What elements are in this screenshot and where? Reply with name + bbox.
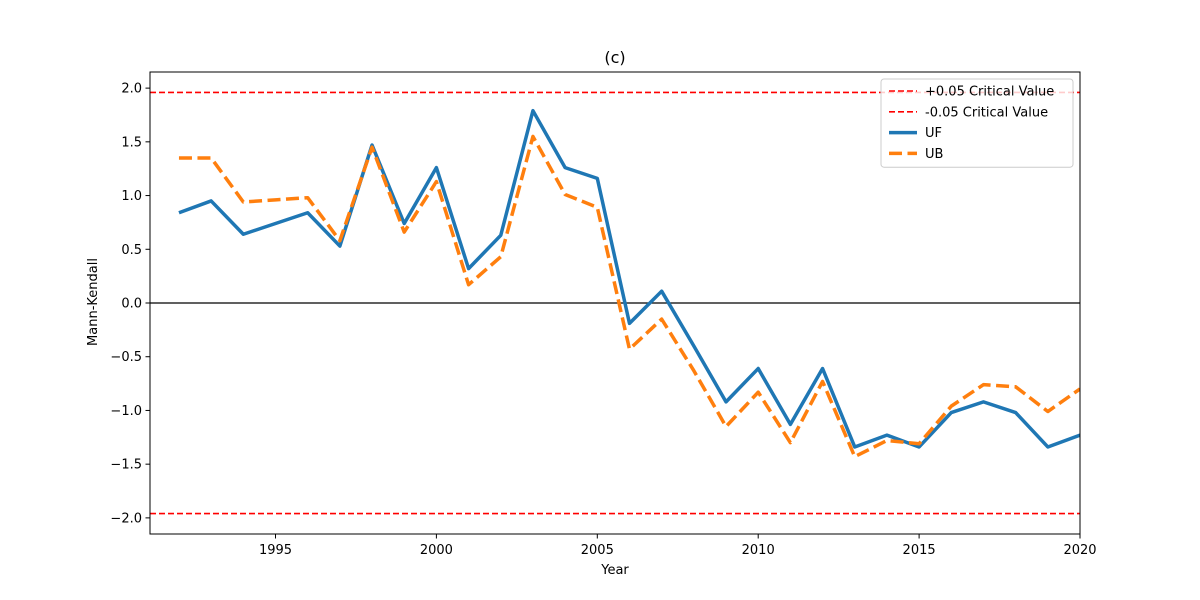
y-tick-label: 2.0 [121, 82, 142, 97]
y-tick-label: 0.5 [121, 243, 142, 258]
series-line-uf [178, 108, 1080, 449]
x-tick-label: 1995 [259, 543, 292, 558]
legend-label: +0.05 Critical Value [925, 85, 1054, 100]
y-axis-label: Mann-Kendall [86, 258, 101, 346]
y-tick-label: −0.5 [110, 350, 142, 365]
y-tick-label: 1.5 [121, 135, 142, 150]
y-tick-label: −2.0 [110, 511, 142, 526]
y-tick-label: −1.5 [110, 458, 142, 473]
legend-box [880, 78, 1074, 168]
y-tick-label: −1.0 [110, 404, 142, 419]
axes: 1995 2000 2005 2010 2015 2020 −2.0 −1.5 −1.0 −0.5… [110, 71, 1097, 558]
legend-label: UF [925, 126, 942, 141]
x-tick-label: 2015 [903, 543, 936, 558]
x-tick-label: 2010 [742, 543, 775, 558]
y-tick-label: 1.0 [121, 189, 142, 204]
legend-label: UB [925, 147, 943, 162]
x-tick-label: 2000 [420, 543, 453, 558]
series-line-ub [178, 134, 1080, 459]
x-tick-label: 2005 [581, 543, 614, 558]
legend: +0.05 Critical Value -0.05 Critical Value… [880, 78, 1074, 168]
legend-label: -0.05 Critical Value [925, 105, 1048, 120]
chart-title: (c) [604, 48, 625, 67]
x-tick-label: 2020 [1063, 543, 1096, 558]
y-tick-label: 0.0 [121, 297, 142, 312]
x-axis-label: Year [600, 563, 629, 578]
